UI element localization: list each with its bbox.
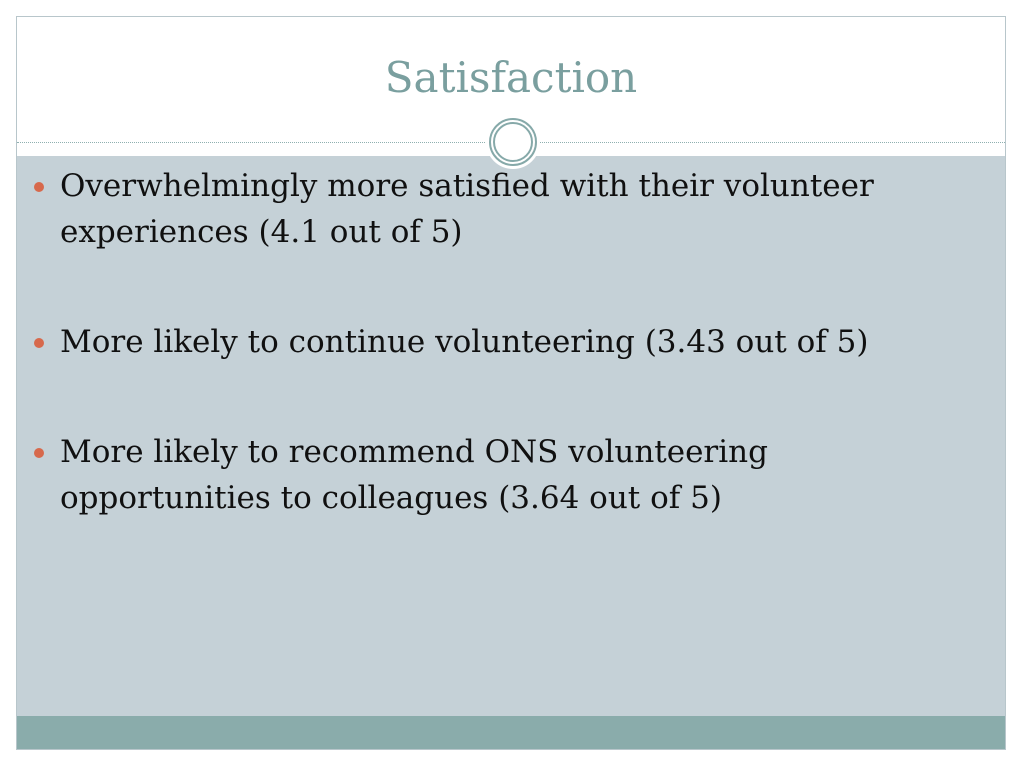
- ornament-inner-ring: [493, 122, 533, 162]
- bullet-text: More likely to recommend ONS volunteerin…: [60, 434, 768, 516]
- bullet-item: More likely to recommend ONS volunteerin…: [34, 429, 954, 521]
- double-circle-ornament-icon: [486, 115, 540, 169]
- bullet-dot-icon: [34, 448, 44, 458]
- bullet-text: Overwhelmingly more satisfied with their…: [60, 168, 874, 250]
- bullet-text: More likely to continue volunteering (3.…: [60, 324, 869, 360]
- bullet-item: Overwhelmingly more satisfied with their…: [34, 163, 954, 255]
- slide-title: Satisfaction: [384, 53, 638, 102]
- content-area: [17, 156, 1005, 716]
- bullet-list: Overwhelmingly more satisfied with their…: [34, 163, 954, 521]
- footer-band: [17, 716, 1005, 749]
- bullet-item: More likely to continue volunteering (3.…: [34, 319, 954, 365]
- bullet-dot-icon: [34, 338, 44, 348]
- bullet-dot-icon: [34, 182, 44, 192]
- slide-frame: Satisfaction: [16, 16, 1006, 750]
